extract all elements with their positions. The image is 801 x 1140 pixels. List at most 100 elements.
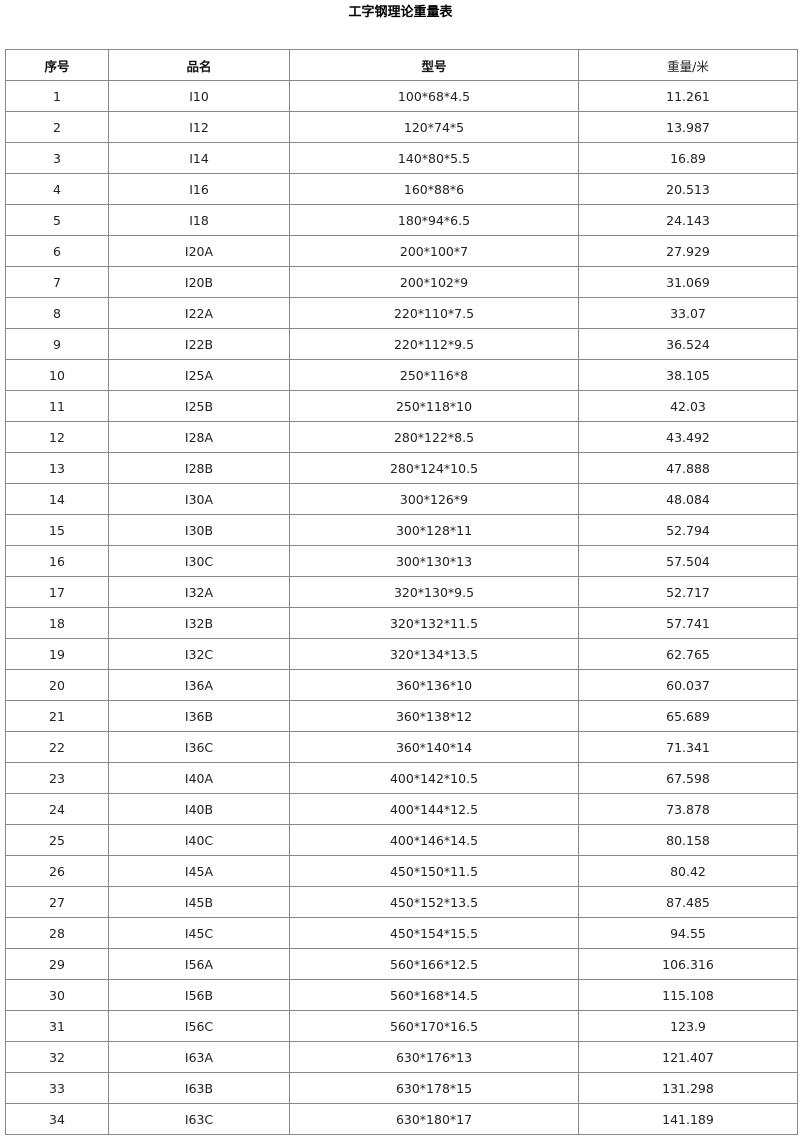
cell-index: 26 (5, 855, 109, 887)
cell-product-name: I22B (108, 328, 290, 360)
cell-weight: 13.987 (578, 111, 798, 143)
cell-product-name: I25A (108, 359, 290, 391)
cell-weight: 62.765 (578, 638, 798, 670)
cell-model: 400*146*14.5 (289, 824, 579, 856)
table-row: 30 I56B 560*168*14.5 115.108 (5, 979, 798, 1011)
cell-model: 320*134*13.5 (289, 638, 579, 670)
cell-weight: 65.689 (578, 700, 798, 732)
cell-weight: 20.513 (578, 173, 798, 205)
cell-index: 17 (5, 576, 109, 608)
table-row: 34 I63C 630*180*17 141.189 (5, 1103, 798, 1135)
cell-index: 10 (5, 359, 109, 391)
cell-index: 4 (5, 173, 109, 205)
cell-model: 300*130*13 (289, 545, 579, 577)
cell-product-name: I56C (108, 1010, 290, 1042)
cell-index: 19 (5, 638, 109, 670)
cell-product-name: I45C (108, 917, 290, 949)
table-row: 6 I20A 200*100*7 27.929 (5, 235, 798, 267)
cell-model: 360*136*10 (289, 669, 579, 701)
cell-weight: 80.158 (578, 824, 798, 856)
table-row: 17 I32A 320*130*9.5 52.717 (5, 576, 798, 608)
cell-model: 360*140*14 (289, 731, 579, 763)
cell-weight: 57.504 (578, 545, 798, 577)
steel-weight-table: 序号 品名 型号 重量/米 1 I10 100*68*4.5 11.261 2 I12 12… (5, 49, 798, 1135)
table-row: 9 I22B 220*112*9.5 36.524 (5, 328, 798, 360)
cell-product-name: I30C (108, 545, 290, 577)
cell-product-name: I14 (108, 142, 290, 174)
cell-index: 28 (5, 917, 109, 949)
cell-weight: 11.261 (578, 80, 798, 112)
cell-index: 18 (5, 607, 109, 639)
cell-index: 20 (5, 669, 109, 701)
cell-model: 560*168*14.5 (289, 979, 579, 1011)
cell-product-name: I30A (108, 483, 290, 515)
cell-model: 200*102*9 (289, 266, 579, 298)
cell-index: 9 (5, 328, 109, 360)
cell-product-name: I30B (108, 514, 290, 546)
cell-weight: 33.07 (578, 297, 798, 329)
table-row: 8 I22A 220*110*7.5 33.07 (5, 297, 798, 329)
cell-model: 220*110*7.5 (289, 297, 579, 329)
cell-index: 30 (5, 979, 109, 1011)
cell-index: 21 (5, 700, 109, 732)
cell-model: 630*176*13 (289, 1041, 579, 1073)
cell-product-name: I10 (108, 80, 290, 112)
table-row: 27 I45B 450*152*13.5 87.485 (5, 886, 798, 918)
cell-weight: 94.55 (578, 917, 798, 949)
cell-model: 250*116*8 (289, 359, 579, 391)
cell-model: 300*128*11 (289, 514, 579, 546)
cell-index: 7 (5, 266, 109, 298)
cell-product-name: I20B (108, 266, 290, 298)
cell-model: 400*142*10.5 (289, 762, 579, 794)
cell-weight: 115.108 (578, 979, 798, 1011)
cell-index: 15 (5, 514, 109, 546)
cell-index: 32 (5, 1041, 109, 1073)
cell-model: 320*130*9.5 (289, 576, 579, 608)
cell-index: 3 (5, 142, 109, 174)
cell-index: 29 (5, 948, 109, 980)
table-row: 21 I36B 360*138*12 65.689 (5, 700, 798, 732)
cell-weight: 36.524 (578, 328, 798, 360)
cell-product-name: I40C (108, 824, 290, 856)
cell-product-name: I45B (108, 886, 290, 918)
cell-weight: 24.143 (578, 204, 798, 236)
table-row: 7 I20B 200*102*9 31.069 (5, 266, 798, 298)
cell-index: 8 (5, 297, 109, 329)
cell-model: 280*124*10.5 (289, 452, 579, 484)
cell-model: 560*170*16.5 (289, 1010, 579, 1042)
cell-weight: 141.189 (578, 1103, 798, 1135)
cell-index: 31 (5, 1010, 109, 1042)
cell-product-name: I56A (108, 948, 290, 980)
table-row: 18 I32B 320*132*11.5 57.741 (5, 607, 798, 639)
table-row: 15 I30B 300*128*11 52.794 (5, 514, 798, 546)
cell-index: 27 (5, 886, 109, 918)
cell-weight: 16.89 (578, 142, 798, 174)
cell-model: 280*122*8.5 (289, 421, 579, 453)
cell-index: 34 (5, 1103, 109, 1135)
cell-weight: 106.316 (578, 948, 798, 980)
cell-model: 360*138*12 (289, 700, 579, 732)
table-row: 5 I18 180*94*6.5 24.143 (5, 204, 798, 236)
cell-product-name: I32C (108, 638, 290, 670)
table-row: 31 I56C 560*170*16.5 123.9 (5, 1010, 798, 1042)
cell-index: 16 (5, 545, 109, 577)
cell-index: 14 (5, 483, 109, 515)
table-row: 23 I40A 400*142*10.5 67.598 (5, 762, 798, 794)
cell-product-name: I63A (108, 1041, 290, 1073)
cell-weight: 52.717 (578, 576, 798, 608)
cell-product-name: I28A (108, 421, 290, 453)
table-row: 29 I56A 560*166*12.5 106.316 (5, 948, 798, 980)
header-index: 序号 (5, 49, 109, 81)
cell-product-name: I63C (108, 1103, 290, 1135)
cell-weight: 60.037 (578, 669, 798, 701)
table-header-row: 序号 品名 型号 重量/米 (5, 49, 798, 81)
cell-model: 120*74*5 (289, 111, 579, 143)
cell-model: 630*178*15 (289, 1072, 579, 1104)
table-row: 16 I30C 300*130*13 57.504 (5, 545, 798, 577)
table-row: 12 I28A 280*122*8.5 43.492 (5, 421, 798, 453)
cell-model: 160*88*6 (289, 173, 579, 205)
table-row: 13 I28B 280*124*10.5 47.888 (5, 452, 798, 484)
cell-product-name: I63B (108, 1072, 290, 1104)
cell-product-name: I40B (108, 793, 290, 825)
cell-index: 24 (5, 793, 109, 825)
